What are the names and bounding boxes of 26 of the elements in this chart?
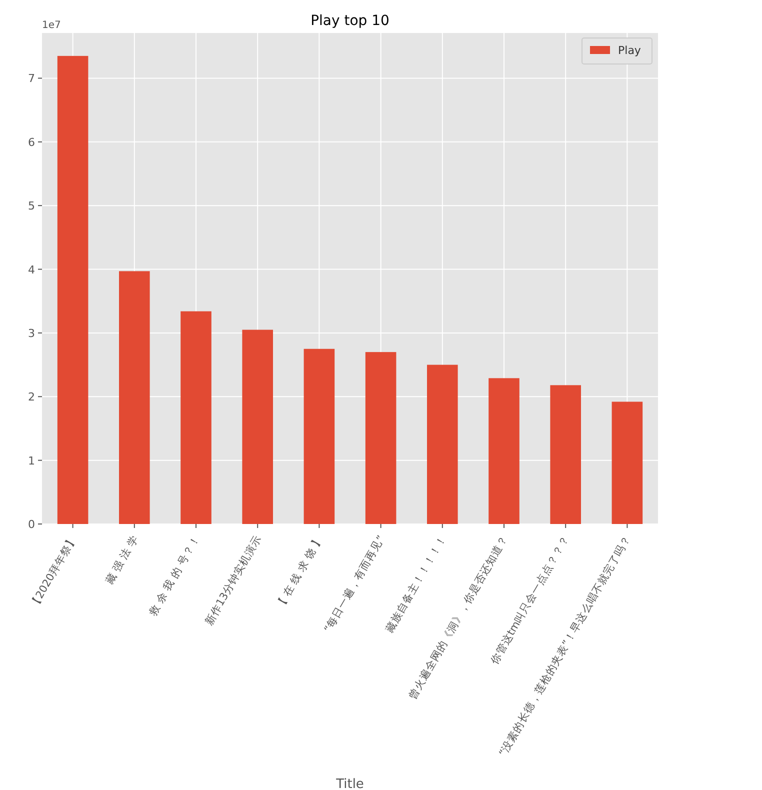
x-tick-label: 藏 强 法 学: [102, 533, 141, 586]
y-tick-label: 7: [28, 72, 35, 86]
bar: [242, 330, 273, 524]
bar: [488, 378, 520, 524]
x-axis-title: Title: [335, 777, 364, 790]
legend-label: Play: [618, 44, 642, 57]
bar: [427, 364, 458, 524]
bar: [612, 402, 643, 524]
bar: [57, 56, 88, 524]
bar: [304, 348, 335, 524]
chart-title: Play top 10: [310, 13, 390, 29]
x-tick-label: 【 在 线 求 饶 】: [273, 533, 326, 612]
y-tick-label: 4: [28, 263, 35, 276]
y-tick-label: 3: [28, 326, 35, 340]
text: 1e7: [42, 20, 61, 31]
x-tick-label: 新作13分钟实机演示: [202, 533, 264, 628]
y-tick-label: 6: [28, 136, 35, 149]
bar: [550, 385, 581, 524]
bar: [180, 311, 212, 524]
y-tick-label: 2: [28, 390, 35, 404]
bar: [119, 271, 150, 524]
y-tick-label: 0: [28, 518, 35, 531]
y-tick-label: 1: [28, 454, 35, 468]
bar: [365, 352, 396, 524]
y-tick-label: 5: [28, 200, 35, 213]
x-tick-label: 救 余 我 的 号？！: [146, 533, 203, 619]
